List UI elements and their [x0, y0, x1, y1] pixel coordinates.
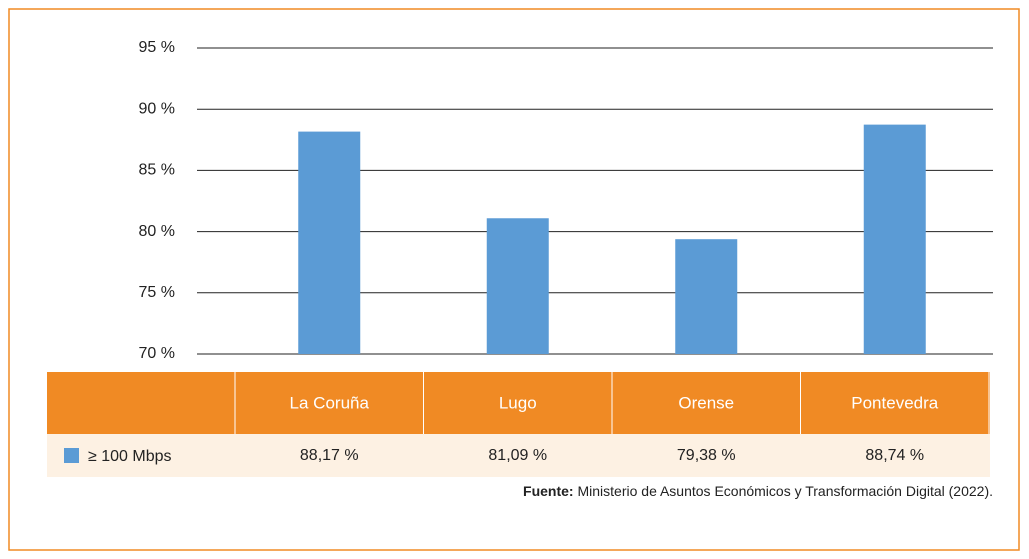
y-tick-label: 70 % — [139, 345, 175, 362]
value-label: 88,17 % — [300, 447, 359, 464]
legend-label: ≥ 100 Mbps — [88, 448, 172, 465]
bar — [298, 131, 361, 354]
table-header — [47, 372, 990, 434]
y-tick-label: 90 % — [139, 100, 175, 117]
source-text: Ministerio de Asuntos Económicos y Trans… — [577, 483, 993, 499]
category-label: Pontevedra — [851, 393, 938, 412]
category-label: Lugo — [499, 393, 537, 412]
bar — [675, 239, 738, 354]
value-label: 88,74 % — [865, 447, 924, 464]
value-label: 81,09 % — [488, 447, 547, 464]
y-tick-label: 85 % — [139, 162, 175, 179]
category-label: Orense — [678, 393, 734, 412]
value-label: 79,38 % — [677, 447, 736, 464]
source-label: Fuente: — [523, 483, 574, 499]
legend-swatch — [64, 448, 79, 463]
y-tick-label: 75 % — [139, 284, 175, 301]
category-label: La Coruña — [290, 393, 370, 412]
y-tick-label: 95 % — [139, 39, 175, 56]
bar — [863, 124, 926, 354]
bar — [486, 218, 549, 354]
table-row — [47, 434, 990, 477]
y-tick-label: 80 % — [139, 223, 175, 240]
source: Fuente: Ministerio de Asuntos Económicos… — [523, 483, 993, 499]
